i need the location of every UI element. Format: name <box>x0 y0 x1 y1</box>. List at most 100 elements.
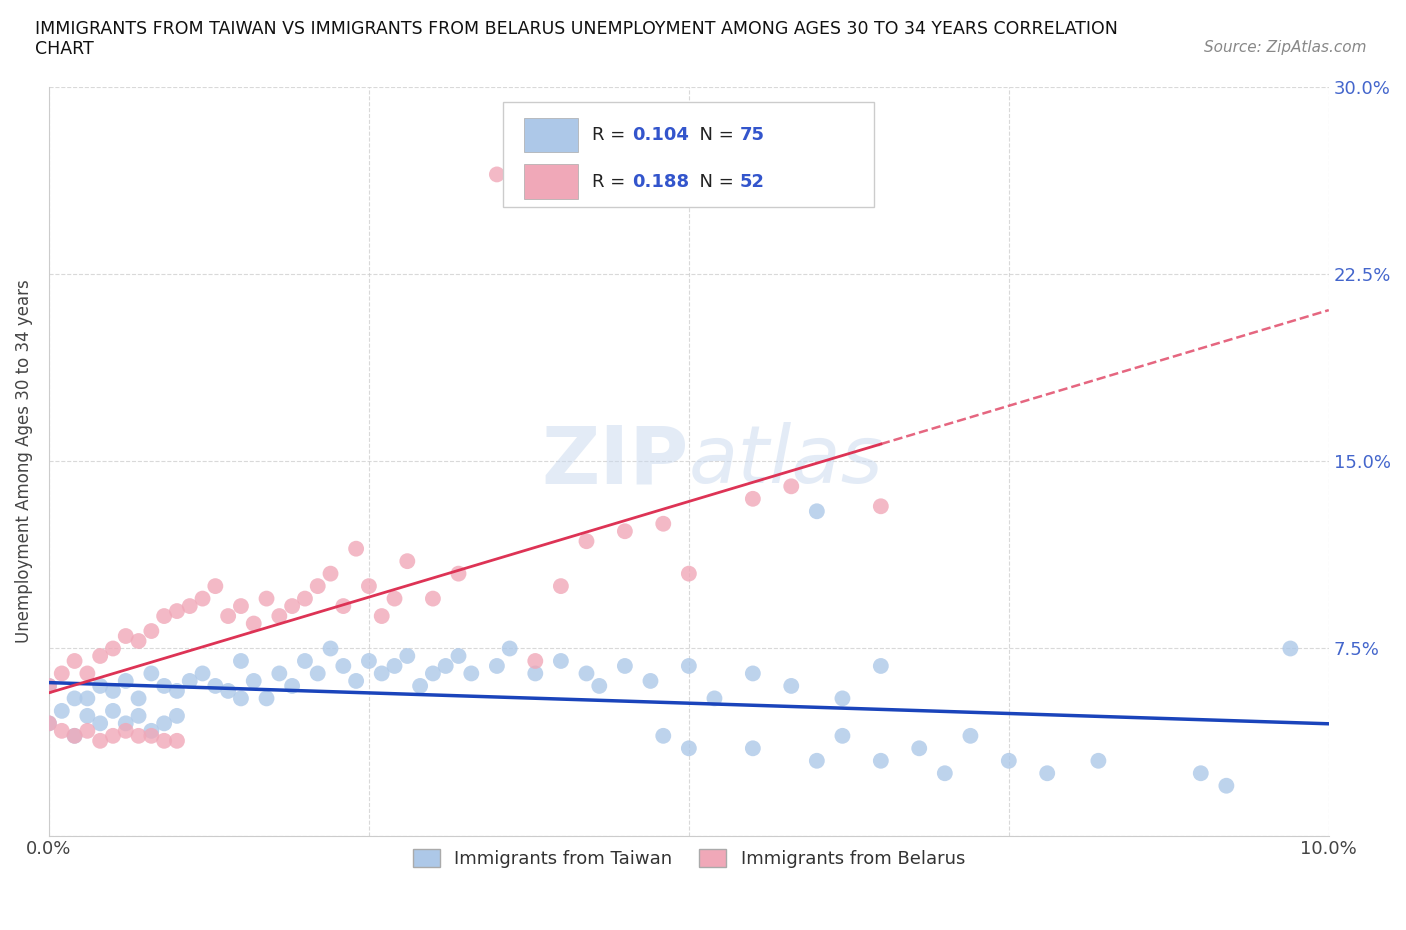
Text: R =: R = <box>592 126 631 144</box>
Point <box>63 691 86 706</box>
Point <box>153 608 176 623</box>
Point <box>76 666 98 681</box>
Point <box>89 716 111 731</box>
Text: 0.188: 0.188 <box>633 173 690 191</box>
Point <box>141 724 163 738</box>
Point <box>869 753 891 768</box>
Point <box>396 648 419 663</box>
Point <box>741 666 763 681</box>
Point <box>447 566 470 581</box>
FancyBboxPatch shape <box>503 102 875 206</box>
Point <box>422 666 444 681</box>
Point <box>357 654 380 669</box>
Point <box>1036 765 1059 780</box>
Point <box>179 599 201 614</box>
Point <box>191 591 214 606</box>
Point <box>114 629 136 644</box>
Point <box>613 658 636 673</box>
Point <box>51 703 73 718</box>
Point <box>128 709 150 724</box>
Point <box>550 578 572 593</box>
Point <box>256 591 278 606</box>
Point <box>89 734 111 749</box>
Point <box>524 654 547 669</box>
Point <box>153 716 176 731</box>
Point <box>447 648 470 663</box>
Point <box>959 728 981 743</box>
Point <box>357 578 380 593</box>
Point <box>114 673 136 688</box>
Point <box>780 479 803 494</box>
Point <box>485 658 508 673</box>
Text: 0.104: 0.104 <box>633 126 689 144</box>
Point <box>741 491 763 506</box>
Point <box>281 599 304 614</box>
Point <box>319 641 342 656</box>
Point <box>806 753 828 768</box>
Point <box>229 599 252 614</box>
Point <box>869 498 891 513</box>
Y-axis label: Unemployment Among Ages 30 to 34 years: Unemployment Among Ages 30 to 34 years <box>15 280 32 644</box>
Point <box>101 703 124 718</box>
Point <box>550 654 572 669</box>
Point <box>256 691 278 706</box>
Point <box>38 716 60 731</box>
Point <box>166 604 188 618</box>
Point <box>269 666 291 681</box>
Point <box>1087 753 1109 768</box>
Point <box>204 679 226 694</box>
Point <box>831 691 853 706</box>
Point <box>128 728 150 743</box>
Point <box>229 691 252 706</box>
Point <box>678 741 700 756</box>
Point <box>575 666 598 681</box>
Point <box>51 724 73 738</box>
Point <box>460 666 482 681</box>
Point <box>319 566 342 581</box>
Point <box>831 728 853 743</box>
Point <box>242 673 264 688</box>
Point <box>204 578 226 593</box>
Point <box>217 684 239 698</box>
Point <box>1189 765 1212 780</box>
Point <box>524 666 547 681</box>
Point <box>63 728 86 743</box>
Point <box>269 608 291 623</box>
Point <box>869 658 891 673</box>
Point <box>153 734 176 749</box>
Point <box>76 709 98 724</box>
FancyBboxPatch shape <box>524 165 578 199</box>
Point <box>128 633 150 648</box>
Point <box>422 591 444 606</box>
Point <box>703 691 725 706</box>
Point <box>217 608 239 623</box>
Point <box>229 654 252 669</box>
Point <box>434 658 457 673</box>
Point <box>179 673 201 688</box>
Point <box>141 728 163 743</box>
Point <box>384 658 406 673</box>
Point <box>307 666 329 681</box>
Text: N =: N = <box>688 173 740 191</box>
Point <box>101 641 124 656</box>
Point <box>128 691 150 706</box>
Point <box>141 666 163 681</box>
Point <box>38 716 60 731</box>
Text: CHART: CHART <box>35 40 94 58</box>
Point <box>191 666 214 681</box>
Point <box>89 648 111 663</box>
Text: 52: 52 <box>740 173 765 191</box>
FancyBboxPatch shape <box>524 118 578 153</box>
Text: N =: N = <box>688 126 740 144</box>
Legend: Immigrants from Taiwan, Immigrants from Belarus: Immigrants from Taiwan, Immigrants from … <box>405 842 973 875</box>
Point <box>294 654 316 669</box>
Point <box>1215 778 1237 793</box>
Point <box>281 679 304 694</box>
Point <box>499 641 522 656</box>
Point <box>38 679 60 694</box>
Point <box>575 534 598 549</box>
Point <box>141 624 163 639</box>
Text: 75: 75 <box>740 126 765 144</box>
Point <box>344 673 367 688</box>
Point <box>908 741 931 756</box>
